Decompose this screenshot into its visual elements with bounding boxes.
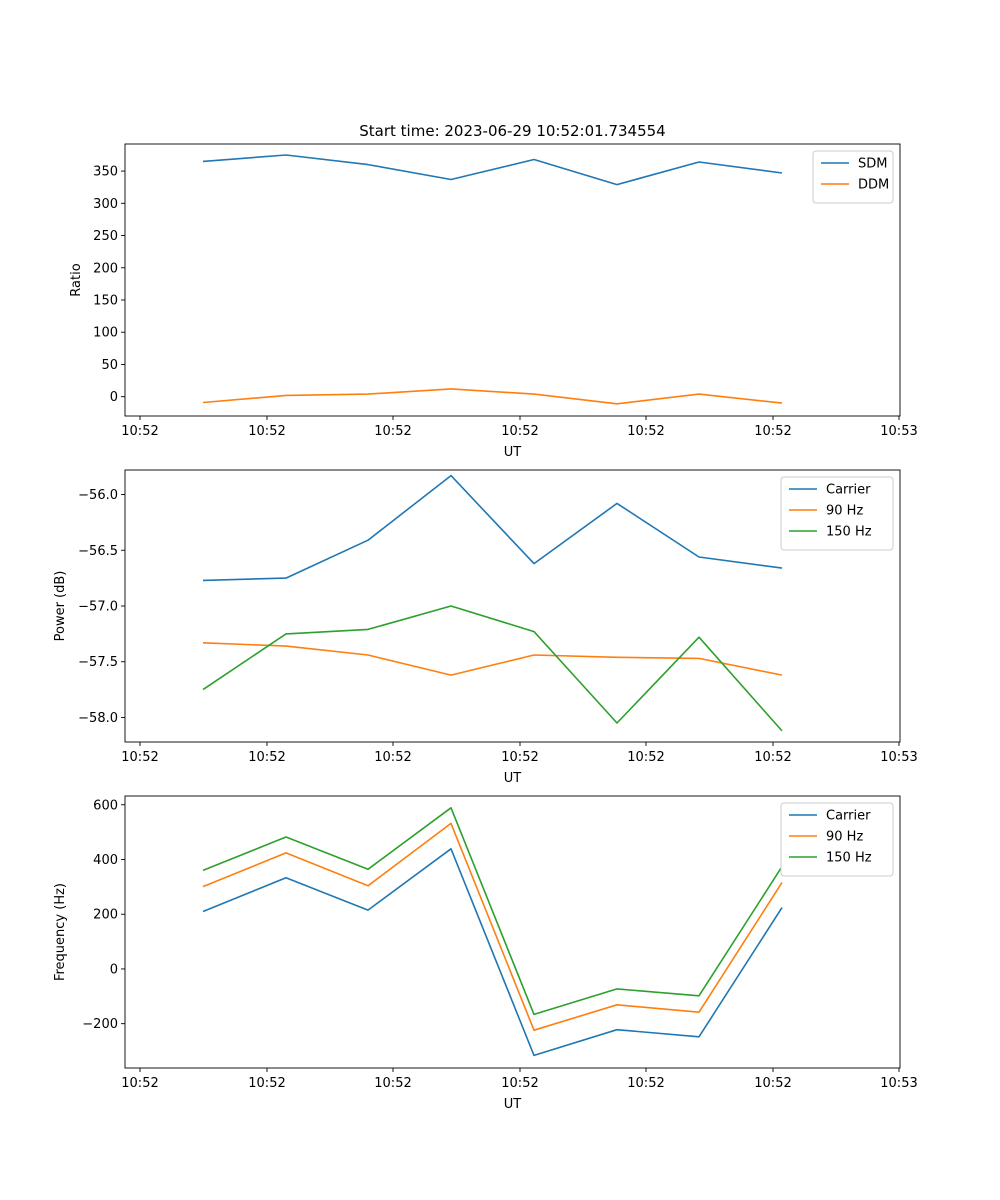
x-tick-label: 10:53 [880, 750, 917, 765]
x-tick-label: 10:52 [248, 1076, 285, 1091]
x-tick-label: 10:52 [754, 1076, 791, 1091]
panel-3: −200 0 200 400 600 10:52 10:52 10:52 10:52 10:52 1… [53, 795, 918, 1112]
x-tick-label: 10:53 [880, 1076, 917, 1091]
x-tick-label: 10:52 [374, 750, 411, 765]
x-axis-label: UT [504, 771, 522, 786]
panel-2: −58.0 −57.5 −57.0 −56.5 −56.0 10:52 10:52 10:52… [53, 469, 918, 786]
legend-label: 150 Hz [826, 525, 872, 540]
x-tick-label: 10:53 [880, 424, 917, 439]
y-tick-label: −56.0 [78, 488, 118, 503]
y-tick-label: 350 [93, 165, 118, 180]
y-tick-label: 600 [93, 798, 118, 813]
series-line-carrier [202, 847, 783, 1057]
x-tick-label: 10:52 [121, 1076, 158, 1091]
x-tick-label: 10:52 [501, 1076, 538, 1091]
legend-label: 90 Hz [826, 504, 863, 519]
legend: Carrier 90 Hz 150 Hz [780, 802, 894, 877]
legend-label: Carrier [826, 809, 871, 824]
y-tick-label: 250 [93, 229, 118, 244]
x-tick-label: 10:52 [754, 424, 791, 439]
y-tick-label: −58.0 [78, 711, 118, 726]
x-axis-label: UT [504, 1097, 522, 1112]
x-tick-label: 10:52 [121, 424, 158, 439]
y-axis-label: Power (dB) [53, 571, 68, 642]
x-tick-label: 10:52 [627, 750, 664, 765]
series-line-sdm [202, 154, 783, 186]
y-tick-label: 50 [101, 358, 118, 373]
x-tick-label: 10:52 [121, 750, 158, 765]
y-tick-label: −200 [82, 1017, 118, 1032]
y-tick-label: −56.5 [78, 544, 118, 559]
series-line-150-hz [202, 806, 783, 1016]
series-line-90-hz [202, 642, 783, 676]
x-tick-label: 10:52 [374, 424, 411, 439]
series-line-carrier [202, 474, 783, 582]
y-tick-label: −57.0 [78, 600, 118, 615]
plot-frame [124, 143, 901, 417]
legend-box [812, 150, 894, 204]
y-tick-label: 0 [110, 962, 118, 977]
y-axis-label: Frequency (Hz) [53, 883, 68, 981]
legend-label: Carrier [826, 483, 871, 498]
legend: Carrier 90 Hz 150 Hz [780, 476, 894, 551]
x-tick-label: 10:52 [627, 1076, 664, 1091]
y-axis-label: Ratio [69, 263, 84, 296]
x-tick-label: 10:52 [501, 424, 538, 439]
y-tick-label: 300 [93, 197, 118, 212]
legend-label: 150 Hz [826, 851, 872, 866]
x-tick-label: 10:52 [754, 750, 791, 765]
y-tick-label: 100 [93, 326, 118, 341]
chart-title: Start time: 2023-06-29 10:52:01.734554 [359, 122, 665, 140]
y-tick-label: 400 [93, 853, 118, 868]
y-tick-label: 200 [93, 908, 118, 923]
x-axis-label: UT [504, 445, 522, 460]
series-line-90-hz [202, 822, 783, 1031]
x-tick-label: 10:52 [627, 424, 664, 439]
legend: SDM DDM [812, 150, 894, 204]
y-tick-label: 200 [93, 261, 118, 276]
x-tick-label: 10:52 [248, 750, 285, 765]
y-tick-label: −57.5 [78, 655, 118, 670]
x-tick-label: 10:52 [501, 750, 538, 765]
x-tick-label: 10:52 [374, 1076, 411, 1091]
plot-frame [124, 795, 901, 1069]
series-line-150-hz [202, 605, 783, 732]
panel-1: Start time: 2023-06-29 10:52:01.734554 0 5… [69, 122, 918, 460]
y-tick-label: 150 [93, 293, 118, 308]
legend-label: DDM [858, 178, 889, 193]
y-tick-label: 0 [110, 390, 118, 405]
legend-label: 90 Hz [826, 830, 863, 845]
legend-label: SDM [858, 157, 887, 172]
x-tick-label: 10:52 [248, 424, 285, 439]
series-line-ddm [202, 388, 783, 405]
